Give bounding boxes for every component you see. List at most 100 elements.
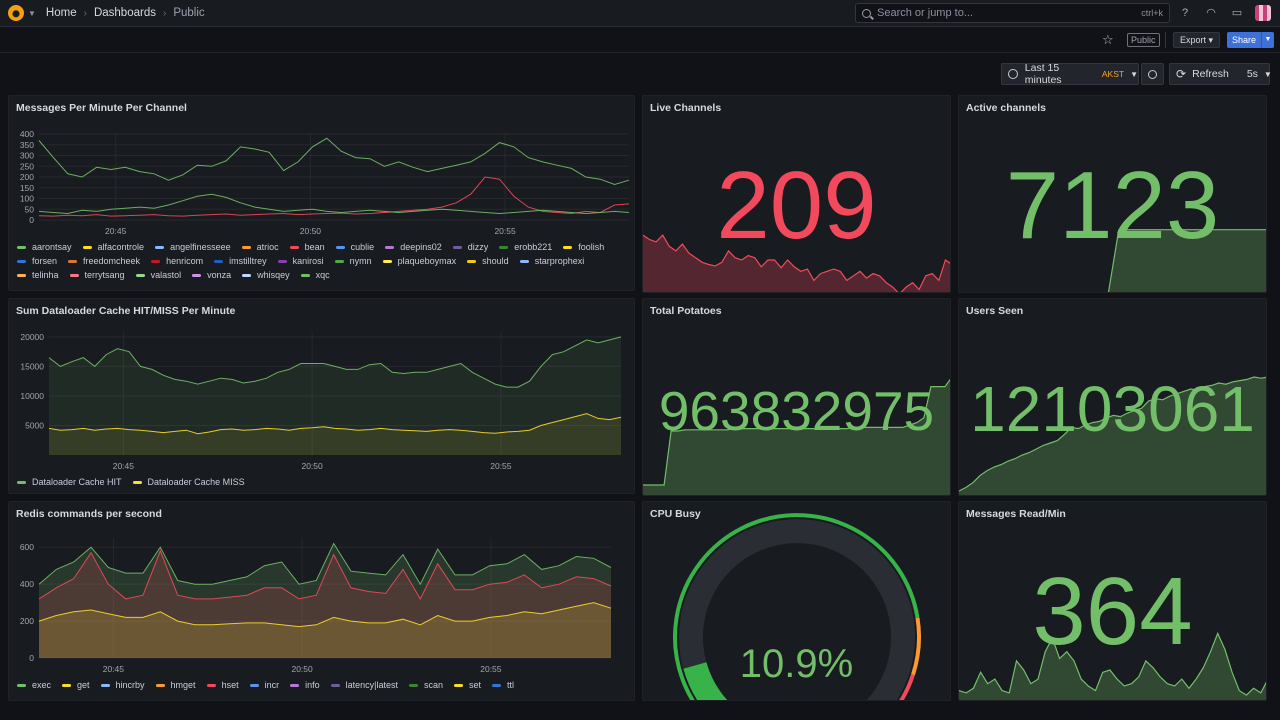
legend-swatch — [300, 273, 310, 277]
legend-item[interactable]: erobb221 — [499, 242, 552, 252]
legend-item[interactable]: imstilltrey — [214, 256, 267, 266]
legend-item[interactable]: hincrby — [100, 680, 145, 690]
stat-value: 364 — [1032, 558, 1193, 665]
active-channels-sparkline — [1107, 229, 1266, 292]
legend-item[interactable]: valastol — [135, 270, 182, 280]
legend-item[interactable]: dizzy — [452, 242, 488, 252]
y-tick-label: 100 — [20, 194, 34, 204]
legend-item[interactable]: foolish — [563, 242, 604, 252]
y-tick-label: 300 — [20, 151, 34, 161]
legend-item[interactable]: plaqueboymax — [382, 256, 456, 266]
refresh-button[interactable]: Refresh — [1192, 68, 1229, 80]
breadcrumb-home[interactable]: Home — [45, 7, 77, 19]
help-icon[interactable]: ? — [1181, 7, 1189, 19]
legend-item[interactable]: Dataloader Cache MISS — [132, 477, 245, 487]
time-range-picker[interactable]: Last 15 minutes AKST ▼ — [1001, 62, 1139, 86]
y-tick-label: 150 — [20, 183, 34, 193]
legend-item[interactable]: should — [467, 256, 509, 266]
panel-title: Sum Dataloader Cache HIT/MISS Per Minute — [16, 305, 236, 317]
breadcrumb-dashboards[interactable]: Dashboards — [93, 7, 156, 19]
gauge-threshold-orange — [911, 617, 921, 676]
legend-label: atrioc — [256, 242, 279, 252]
panel-dataloader-cache[interactable]: Sum Dataloader Cache HIT/MISS Per Minute… — [8, 298, 635, 494]
chevron-down-icon[interactable]: ▼ — [28, 8, 36, 18]
legend-item[interactable]: latency|latest — [330, 680, 398, 690]
legend-item[interactable]: scan — [408, 680, 443, 690]
zoom-out-button[interactable] — [1141, 63, 1164, 85]
x-tick-label: 20:50 — [301, 461, 323, 471]
legend-swatch — [385, 245, 395, 249]
search-input[interactable]: Search or jump to... ctrl+k — [855, 3, 1170, 23]
legend-swatch — [408, 683, 418, 687]
legend-item[interactable]: angelfinesseee — [155, 242, 231, 252]
legend-item[interactable]: telinha — [17, 270, 59, 280]
legend-swatch — [132, 480, 142, 484]
series-line-exec — [38, 542, 612, 586]
legend-item[interactable]: starprophexi — [519, 256, 584, 266]
cache-chart[interactable]: 5000 10000 15000 20000 20:45 20:50 20:55 — [9, 299, 636, 495]
grafana-logo-icon[interactable] — [8, 5, 24, 21]
legend-item[interactable]: freedomcheek — [68, 256, 140, 266]
time-range-label: Last 15 minutes — [1024, 62, 1062, 86]
legend-item[interactable]: bean — [289, 242, 325, 252]
chevron-down-icon: ▼ — [1130, 69, 1138, 79]
user-avatar[interactable] — [1255, 5, 1271, 21]
legend-item[interactable]: cublie — [335, 242, 374, 252]
y-tick-label: 10000 — [20, 391, 44, 401]
legend-item[interactable]: alfacontrole — [82, 242, 144, 252]
redis-chart[interactable]: 0 200 400 600 20:45 20:50 20:55 — [9, 502, 636, 702]
legend-item[interactable]: exec — [17, 680, 51, 690]
legend-swatch — [69, 273, 79, 277]
legend-label: valastol — [150, 270, 182, 280]
legend-item[interactable]: whisqey — [242, 270, 290, 280]
legend-item[interactable]: henricom — [151, 256, 203, 266]
stat-value: 12103061 — [970, 373, 1255, 445]
legend-item[interactable]: atrioc — [241, 242, 279, 252]
legend-item[interactable]: nymn — [334, 256, 372, 266]
legend-item[interactable]: hmget — [155, 680, 196, 690]
sparkline-area — [959, 633, 1266, 700]
panel-title: Messages Per Minute Per Channel — [16, 102, 187, 114]
series-line-aarontsay — [38, 193, 630, 215]
legend-item[interactable]: set — [454, 680, 481, 690]
legend-item[interactable]: hset — [206, 680, 239, 690]
gauge-value: 10.9% — [739, 642, 854, 686]
share-options-chevron-icon[interactable]: ▼ — [1261, 32, 1274, 48]
panel-redis-commands[interactable]: Redis commands per second 0 200 400 600 20:4… — [8, 501, 635, 701]
legend-swatch — [155, 683, 165, 687]
panel-active-channels[interactable]: Active channels 7123 — [958, 95, 1267, 293]
share-button[interactable]: Share — [1227, 32, 1262, 48]
panel-live-channels[interactable]: Live Channels 209 — [642, 95, 951, 293]
kiosk-mode-icon[interactable]: ▭ — [1231, 7, 1243, 19]
public-tag: Public — [1127, 33, 1160, 47]
legend-item[interactable]: Dataloader Cache HIT — [17, 477, 122, 487]
series-area-get — [39, 602, 611, 658]
panel-total-potatoes[interactable]: Total Potatoes 963832975 — [642, 298, 951, 496]
legend-label: get — [77, 680, 90, 690]
panel-messages-read[interactable]: Messages Read/Min 364 — [958, 501, 1267, 701]
refresh-interval[interactable]: 5s — [1246, 68, 1258, 80]
export-button[interactable]: Export ▾ — [1173, 32, 1221, 48]
panel-messages-per-minute[interactable]: Messages Per Minute Per Channel 0 50 100 15… — [8, 95, 635, 291]
y-tick-label: 15000 — [20, 361, 44, 371]
legend-item[interactable]: deepins02 — [385, 242, 442, 252]
legend-item[interactable]: incr — [249, 680, 279, 690]
star-icon[interactable]: ☆ — [1102, 32, 1114, 47]
legend-label: hmget — [170, 680, 196, 690]
panel-cpu-busy[interactable]: CPU Busy 10.9% — [642, 501, 951, 701]
news-feed-icon[interactable]: ◠ — [1206, 7, 1216, 19]
legend-item[interactable]: kanirosi — [277, 256, 324, 266]
legend-item[interactable]: get — [62, 680, 90, 690]
legend-item[interactable]: info — [290, 680, 320, 690]
legend-swatch — [100, 683, 110, 687]
legend-item[interactable]: ttl — [492, 680, 514, 690]
legend-item[interactable]: aarontsay — [17, 242, 72, 252]
legend-item[interactable]: terrytsang — [69, 270, 125, 280]
legend-item[interactable]: forsen — [17, 256, 57, 266]
panel-users-seen[interactable]: Users Seen 12103061 — [958, 298, 1267, 496]
refresh-picker[interactable]: ⟳ Refresh 5s ▼ — [1169, 63, 1272, 85]
legend-item[interactable]: vonza — [192, 270, 231, 280]
legend-item[interactable]: xqc — [300, 270, 330, 280]
legend-swatch — [62, 683, 72, 687]
